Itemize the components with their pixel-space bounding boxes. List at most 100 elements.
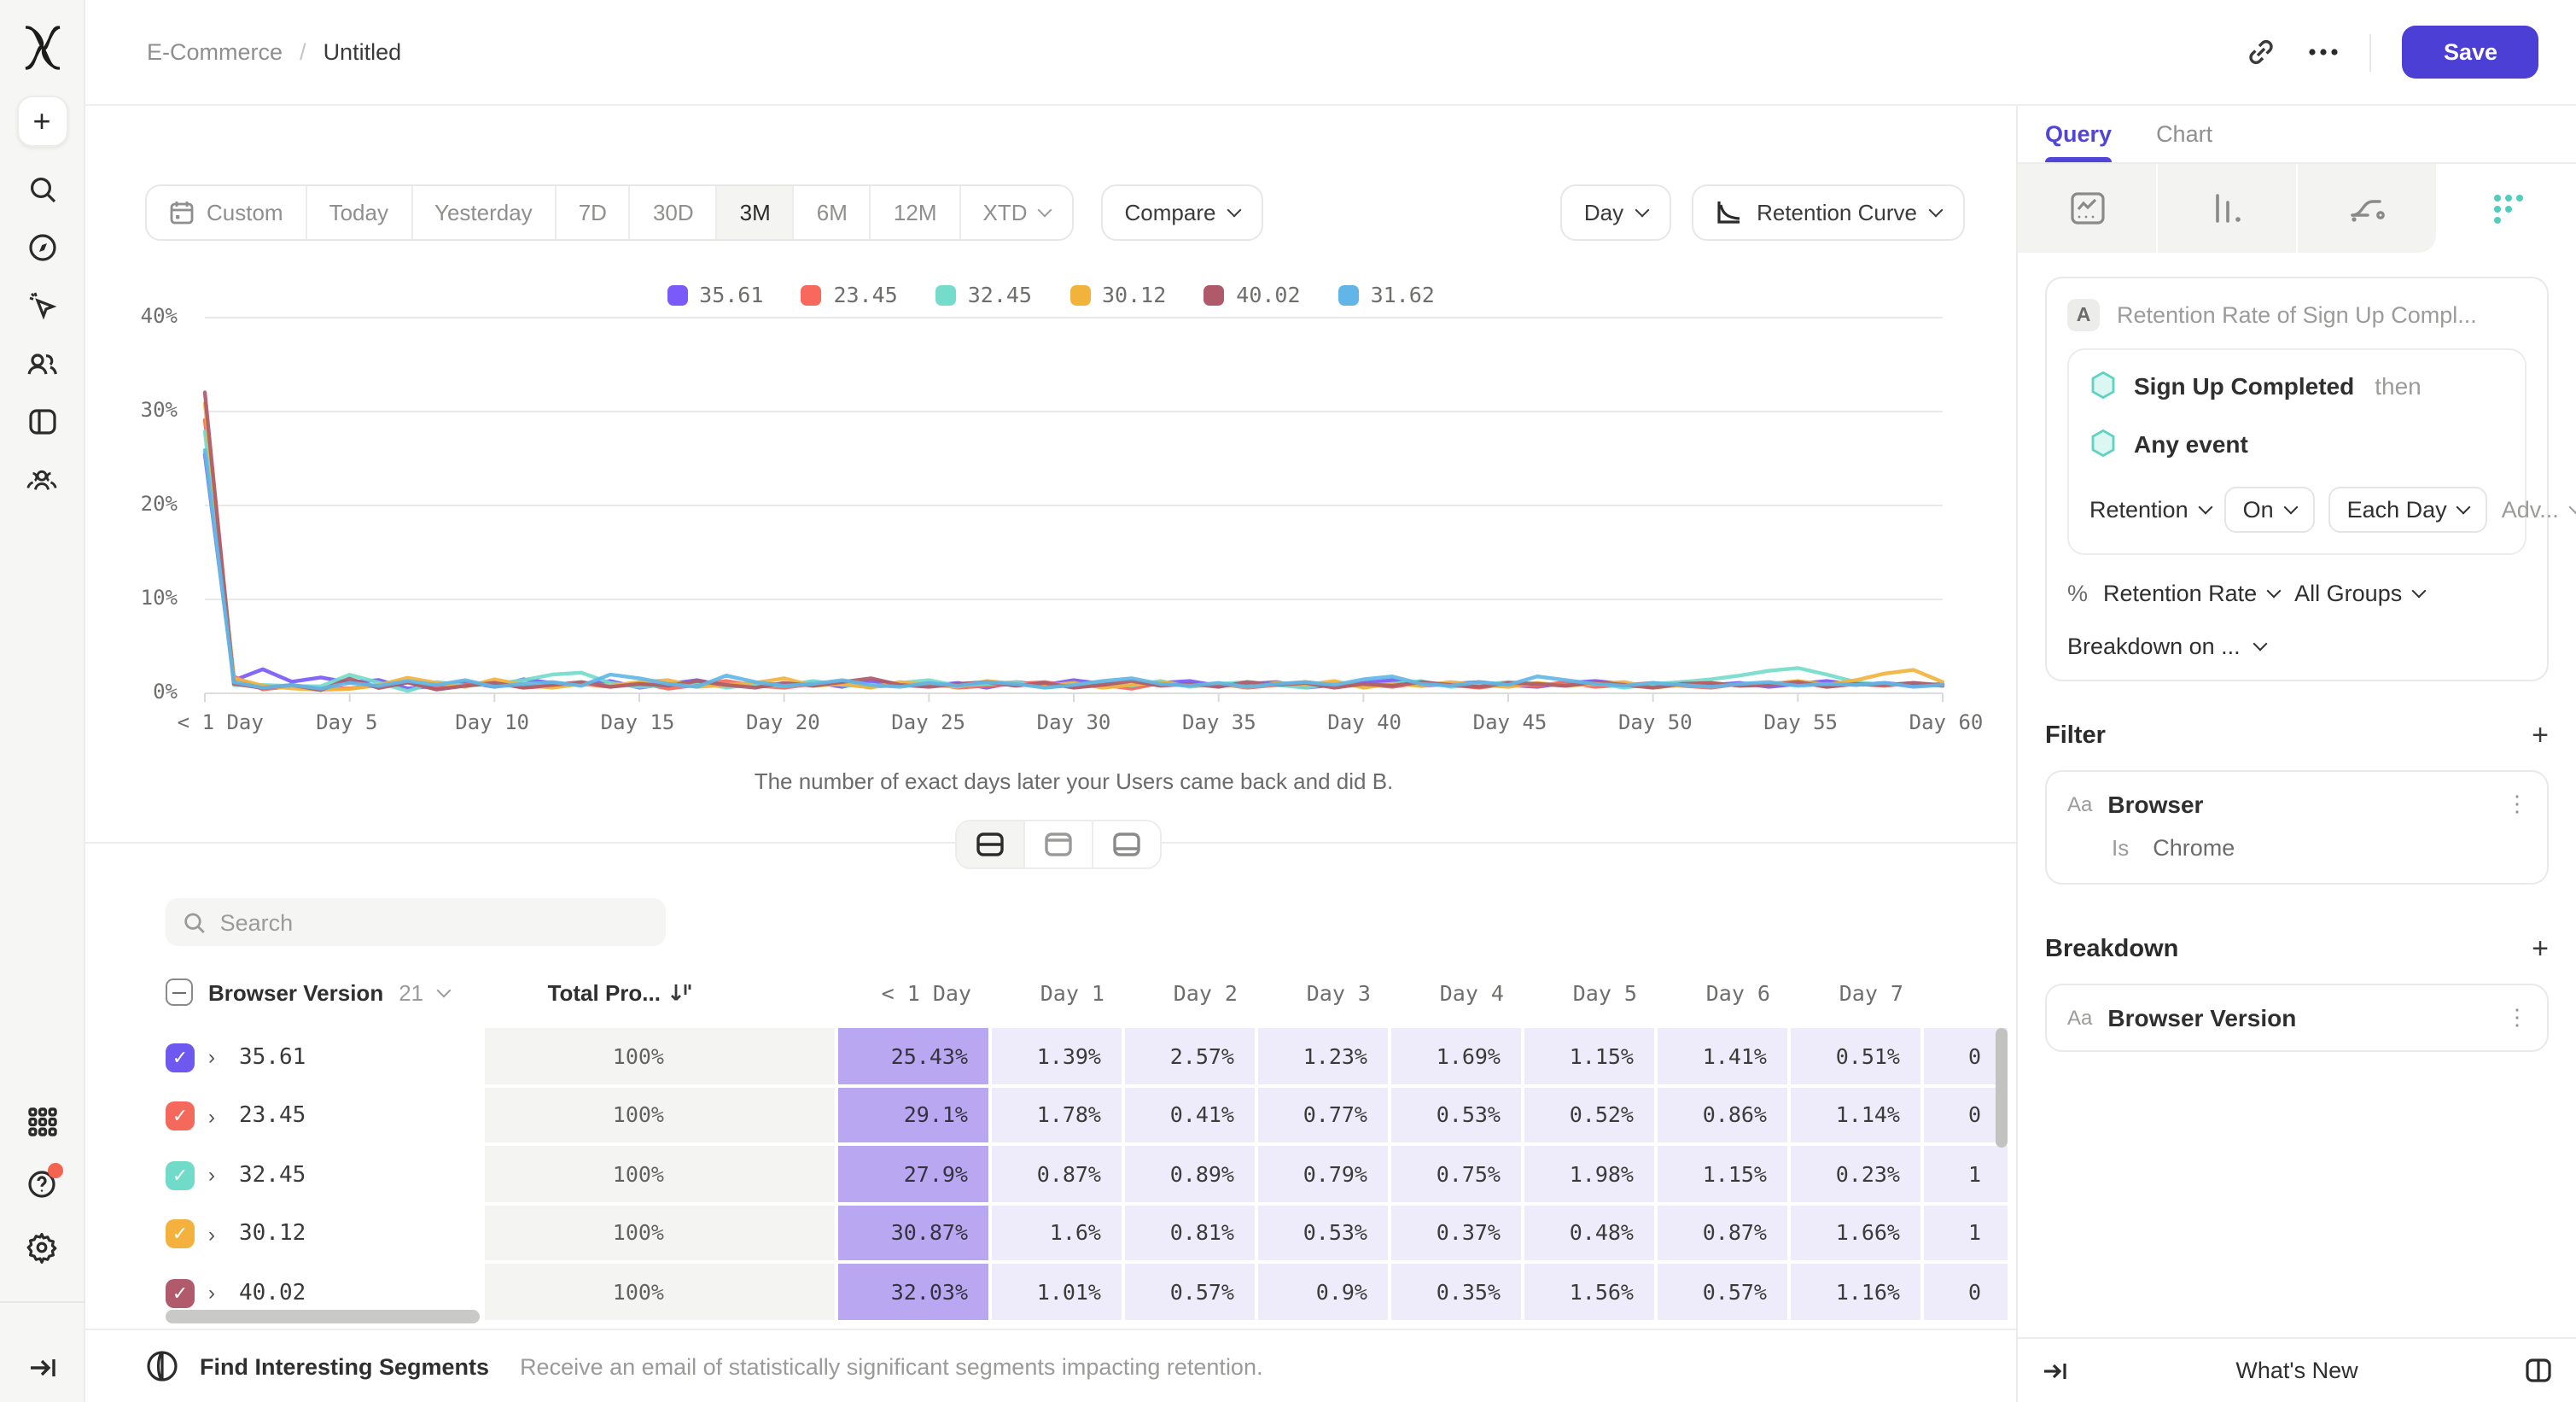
find-segments-link[interactable]: Find Interesting Segments: [200, 1353, 490, 1379]
row-expand-chevron-icon[interactable]: ›: [208, 1222, 215, 1247]
row-expand-chevron-icon[interactable]: ›: [208, 1163, 215, 1188]
breakdown-kebab-icon[interactable]: ⋮: [2506, 1003, 2528, 1030]
column-header-<-1-day[interactable]: < 1 Day: [881, 979, 971, 1005]
range-today[interactable]: Today: [306, 186, 412, 239]
search-input[interactable]: [219, 909, 649, 935]
table-vertical-scrollbar[interactable]: [1996, 1028, 2008, 1148]
total-column-header[interactable]: Total Pro...: [547, 979, 661, 1005]
group-column-header[interactable]: Browser Version: [208, 979, 384, 1005]
advanced-dropdown[interactable]: Adv...: [2502, 497, 2576, 523]
whats-new-link[interactable]: What's New: [2235, 1358, 2358, 1383]
breakdown-on-dropdown[interactable]: Breakdown on ...: [2067, 634, 2526, 659]
range-7d[interactable]: 7D: [556, 186, 631, 239]
add-filter-icon[interactable]: +: [2532, 719, 2549, 751]
row-expand-chevron-icon[interactable]: ›: [208, 1281, 215, 1306]
legend-item-23.45[interactable]: 23.45: [801, 282, 898, 307]
legend-item-32.45[interactable]: 32.45: [935, 282, 1032, 307]
event-b-row[interactable]: Any event: [2089, 429, 2504, 459]
table-horizontal-scrollbar[interactable]: [166, 1310, 480, 1323]
tab-query[interactable]: Query: [2045, 106, 2113, 162]
legend-item-35.61[interactable]: 35.61: [667, 282, 763, 307]
breakdown-property[interactable]: Browser Version: [2107, 1004, 2297, 1031]
copy-link-icon[interactable]: [2246, 36, 2278, 68]
group-column-chevron-icon[interactable]: [436, 982, 452, 997]
legend-item-31.62[interactable]: 31.62: [1338, 282, 1435, 307]
layout-chart-view-button[interactable]: [1025, 821, 1093, 867]
series-line-35.61[interactable]: [202, 452, 1945, 691]
report-type-insights[interactable]: [2018, 164, 2158, 253]
select-all-checkbox[interactable]: [166, 978, 193, 1006]
range-3m[interactable]: 3M: [717, 186, 795, 239]
column-header-day-5[interactable]: Day 5: [1572, 979, 1637, 1005]
range-30d[interactable]: 30D: [630, 186, 718, 239]
users-icon[interactable]: [26, 347, 58, 379]
row-expand-chevron-icon[interactable]: ›: [208, 1045, 215, 1070]
apps-grid-icon[interactable]: [26, 1105, 58, 1137]
collapse-sidebar-icon[interactable]: [26, 1352, 58, 1384]
breadcrumb-project[interactable]: E-Commerce: [147, 39, 283, 65]
filter-value[interactable]: Chrome: [2153, 835, 2235, 861]
explore-compass-icon[interactable]: [26, 231, 58, 263]
help-icon[interactable]: [26, 1163, 63, 1200]
row-checkbox[interactable]: ✓: [166, 1043, 195, 1072]
column-header-day-3[interactable]: Day 3: [1306, 979, 1371, 1005]
event-a-row[interactable]: Sign Up Completed then: [2089, 371, 2504, 401]
range-6m[interactable]: 6M: [794, 186, 871, 239]
range-custom[interactable]: Custom: [147, 186, 307, 239]
side-panel-icon[interactable]: [2525, 1358, 2552, 1383]
compare-label: Compare: [1124, 200, 1216, 225]
series-line-32.45[interactable]: [202, 429, 1945, 693]
boards-icon[interactable]: [26, 405, 58, 437]
metric-dropdown[interactable]: Retention Rate: [2103, 581, 2282, 606]
cohorts-icon[interactable]: [26, 463, 58, 495]
range-xtd[interactable]: XTD: [960, 186, 1072, 239]
column-header-day-1[interactable]: Day 1: [1040, 979, 1104, 1005]
breadcrumb-report-title[interactable]: Untitled: [323, 39, 402, 65]
column-header-day-2[interactable]: Day 2: [1173, 979, 1238, 1005]
add-breakdown-icon[interactable]: +: [2532, 932, 2549, 965]
series-line-31.62[interactable]: [202, 447, 1945, 691]
legend-item-30.12[interactable]: 30.12: [1069, 282, 1166, 307]
groups-dropdown[interactable]: All Groups: [2294, 581, 2427, 606]
save-button[interactable]: Save: [2402, 26, 2538, 79]
layout-table-view-button[interactable]: [1093, 821, 1160, 867]
mixpanel-logo[interactable]: [20, 24, 64, 72]
report-type-retention[interactable]: [2436, 164, 2576, 253]
layout-split-view-button[interactable]: [957, 821, 1025, 867]
column-header-day-7[interactable]: Day 7: [1839, 979, 1903, 1005]
tab-chart[interactable]: Chart: [2156, 121, 2213, 147]
settings-gear-icon[interactable]: [26, 1231, 58, 1264]
create-button[interactable]: +: [16, 96, 67, 147]
report-type-funnels[interactable]: [2158, 164, 2298, 253]
query-title[interactable]: Retention Rate of Sign Up Compl...: [2117, 302, 2477, 328]
row-checkbox[interactable]: ✓: [166, 1160, 195, 1190]
row-expand-chevron-icon[interactable]: ›: [208, 1104, 215, 1129]
row-checkbox[interactable]: ✓: [166, 1219, 195, 1249]
column-header-day-6[interactable]: Day 6: [1705, 979, 1770, 1005]
row-checkbox[interactable]: ✓: [166, 1278, 195, 1308]
filter-property[interactable]: Browser: [2107, 791, 2204, 818]
more-options-icon[interactable]: [2309, 48, 2340, 56]
report-type-flows[interactable]: [2298, 164, 2436, 253]
sort-desc-icon[interactable]: [669, 981, 691, 1003]
range-12m[interactable]: 12M: [871, 186, 961, 239]
granularity-dropdown[interactable]: Day: [1559, 184, 1672, 241]
column-header-day-4[interactable]: Day 4: [1439, 979, 1504, 1005]
retention-on-dropdown[interactable]: On: [2223, 487, 2315, 533]
retention-type-dropdown[interactable]: Retention: [2089, 497, 2213, 523]
search-icon[interactable]: [26, 172, 58, 205]
each-day-dropdown[interactable]: Each Day: [2328, 487, 2488, 533]
filter-kebab-icon[interactable]: ⋮: [2506, 790, 2528, 816]
compare-button[interactable]: Compare: [1100, 184, 1264, 241]
filter-operator[interactable]: Is: [2112, 835, 2130, 861]
series-line-40.02[interactable]: [202, 390, 1945, 692]
range-yesterday[interactable]: Yesterday: [412, 186, 557, 239]
legend-item-40.02[interactable]: 40.02: [1203, 282, 1301, 307]
cell-lt-1-day: 29.1%: [838, 1087, 992, 1146]
series-line-23.45[interactable]: [202, 418, 1945, 692]
row-checkbox[interactable]: ✓: [166, 1101, 195, 1131]
series-line-30.12[interactable]: [202, 401, 1945, 692]
events-cursor-icon[interactable]: [26, 289, 58, 321]
collapse-panel-icon[interactable]: [2042, 1358, 2069, 1382]
chart-type-dropdown[interactable]: Retention Curve: [1692, 184, 1965, 241]
